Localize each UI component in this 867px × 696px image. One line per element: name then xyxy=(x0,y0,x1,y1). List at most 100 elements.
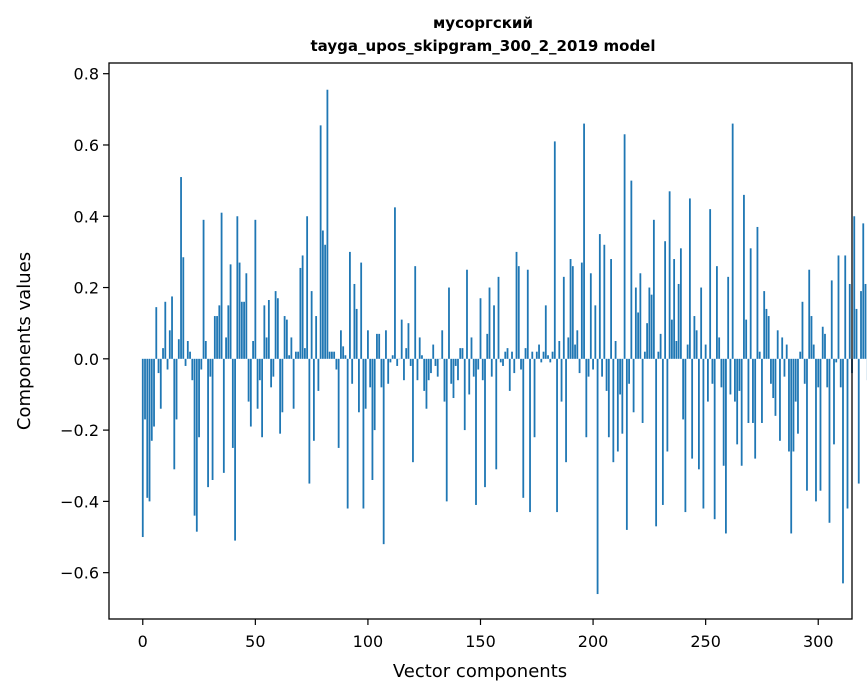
bar xyxy=(220,212,223,359)
bar xyxy=(799,351,802,359)
x-tick-label: 300 xyxy=(803,632,834,651)
bar xyxy=(369,358,372,388)
bar xyxy=(574,344,576,359)
bar xyxy=(216,316,218,359)
bar xyxy=(157,358,160,374)
bar xyxy=(661,358,664,505)
bar xyxy=(634,287,637,359)
bar xyxy=(486,333,489,359)
bar xyxy=(592,358,594,370)
bar xyxy=(688,198,691,359)
bar xyxy=(240,301,243,359)
bar xyxy=(826,358,829,388)
x-tick-label: 150 xyxy=(465,632,496,651)
bar xyxy=(646,323,649,359)
bar xyxy=(204,341,207,359)
bar xyxy=(538,344,540,359)
bar xyxy=(466,269,468,359)
bar xyxy=(270,358,273,388)
bar xyxy=(736,358,739,445)
bar xyxy=(430,358,432,374)
bar xyxy=(290,337,293,359)
x-tick-label: 0 xyxy=(138,632,148,651)
bar xyxy=(396,358,399,366)
bar xyxy=(535,351,538,359)
bar xyxy=(173,358,176,470)
bar xyxy=(382,358,385,545)
bar xyxy=(533,358,536,438)
bar xyxy=(763,291,766,359)
bar xyxy=(227,305,230,359)
bar xyxy=(508,358,511,391)
bar xyxy=(344,355,347,359)
bar xyxy=(686,344,689,359)
bar xyxy=(632,358,635,413)
bar xyxy=(558,341,561,359)
bar xyxy=(576,330,579,359)
bar xyxy=(425,358,428,409)
bar xyxy=(294,351,297,359)
bar xyxy=(700,287,703,359)
bar xyxy=(587,358,590,377)
bar xyxy=(837,255,840,359)
bar xyxy=(713,358,716,520)
bar xyxy=(274,291,277,359)
bar xyxy=(349,251,351,359)
bar xyxy=(358,358,360,413)
bar xyxy=(578,358,581,374)
bar xyxy=(367,330,369,359)
bar xyxy=(297,351,300,359)
bar xyxy=(797,358,799,434)
bar xyxy=(229,264,232,359)
bar xyxy=(504,351,507,359)
bar xyxy=(405,348,408,359)
y-tick-label: 0.8 xyxy=(74,65,99,84)
bar xyxy=(668,191,671,359)
bar xyxy=(195,358,198,532)
bar xyxy=(794,358,797,402)
bar xyxy=(605,358,608,391)
bar xyxy=(445,358,448,502)
bar xyxy=(790,358,793,534)
bar xyxy=(254,219,257,359)
bar xyxy=(670,319,673,359)
bar xyxy=(698,358,700,470)
bar xyxy=(331,351,333,359)
bar xyxy=(191,358,194,381)
x-tick-label: 50 xyxy=(245,632,265,651)
bar xyxy=(583,123,585,359)
bar xyxy=(454,358,457,366)
bar xyxy=(342,346,345,359)
bar xyxy=(619,358,621,395)
bar xyxy=(414,266,417,359)
bar xyxy=(288,355,291,359)
bar xyxy=(468,358,471,395)
bar xyxy=(378,333,381,359)
bar xyxy=(303,348,306,359)
bar xyxy=(788,358,790,452)
bar xyxy=(560,358,563,402)
bar xyxy=(506,348,509,359)
bar xyxy=(258,358,261,381)
bar xyxy=(360,262,363,359)
bar xyxy=(754,358,757,459)
bar xyxy=(821,326,824,359)
bar xyxy=(385,330,387,359)
bar xyxy=(833,358,835,445)
bar xyxy=(213,316,216,359)
bar xyxy=(412,358,414,463)
y-axis: −0.6 −0.4 −0.2 0.0 0.2 0.4 0.6 0.8 xyxy=(60,65,109,583)
y-tick-label: 0.2 xyxy=(74,279,99,298)
bar xyxy=(551,351,554,359)
bar xyxy=(403,358,405,381)
bar xyxy=(707,358,709,402)
bar xyxy=(436,358,439,377)
bar xyxy=(166,358,169,370)
bar xyxy=(526,269,529,359)
bar xyxy=(443,358,446,402)
bar xyxy=(423,358,426,391)
bar xyxy=(565,358,567,463)
bar xyxy=(308,358,311,484)
bar xyxy=(276,298,279,359)
bar xyxy=(184,358,187,366)
